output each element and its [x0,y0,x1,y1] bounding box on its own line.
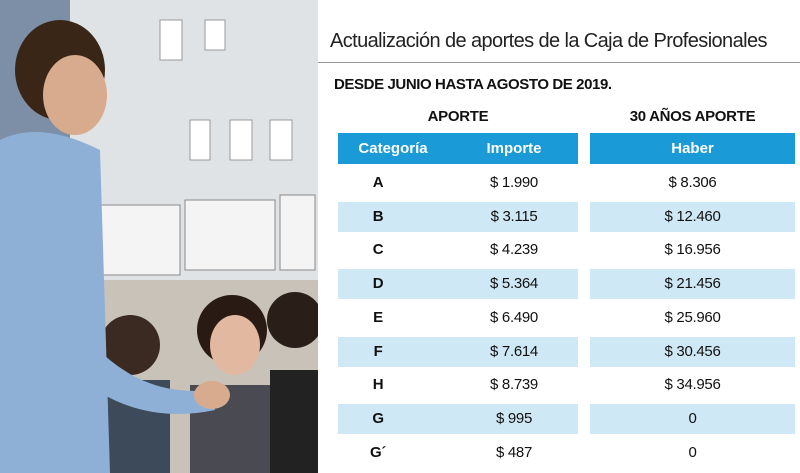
row-band [338,269,578,300]
header-box [338,133,578,164]
row-band [590,403,795,434]
header-box [590,133,795,164]
category-cell: G [372,409,384,427]
value-cell: $ 8.306 [668,174,717,191]
category-cell: G´ [369,443,387,461]
group-header: APORTE [427,108,489,125]
row-band [590,336,795,367]
category-cell: C [372,241,384,259]
value-cell: $ 12.460 [664,207,721,225]
value-cell: $ 25.960 [664,308,721,326]
category-cell: F [373,342,383,360]
category-cell: A [372,174,384,191]
group-header: 30 AÑOS APORTE [629,108,756,125]
value-cell: $ 5.364 [490,275,538,293]
column-header: Haber [671,140,714,157]
row-band [338,403,578,434]
category-cell: H [372,376,384,394]
column-header: Categoría [358,140,428,157]
title: Actualización de aportes de la Caja de P… [330,30,767,52]
value-cell: $ 30.456 [664,342,721,360]
row-band [338,201,578,232]
category-cell: E [373,308,383,326]
value-cell: $ 34.956 [664,376,721,394]
row-band [338,336,578,367]
value-cell: $ 4.239 [490,241,538,259]
divider [318,62,800,63]
value-cell: $ 16.956 [664,241,721,259]
category-cell: D [372,275,384,293]
column-header: Importe [486,140,542,157]
value-cell: 0 [688,409,697,427]
row-band [590,201,795,232]
row-band [590,269,795,300]
value-cell: $ 21.456 [664,275,721,293]
table-panel: Actualización de aportes de la Caja de P… [318,0,800,473]
value-cell: $ 487 [495,443,533,461]
category-cell: B [372,207,384,225]
value-cell: $ 6.490 [490,308,538,326]
subtitle: DESDE JUNIO HASTA AGOSTO DE 2019. [334,76,612,93]
value-cell: $ 995 [495,409,533,427]
value-cell: $ 1.990 [490,174,538,191]
value-cell: $ 8.739 [490,376,538,394]
value-cell: 0 [688,443,697,461]
value-cell: $ 7.614 [490,342,538,360]
photo [0,0,318,473]
value-cell: $ 3.115 [490,207,538,225]
